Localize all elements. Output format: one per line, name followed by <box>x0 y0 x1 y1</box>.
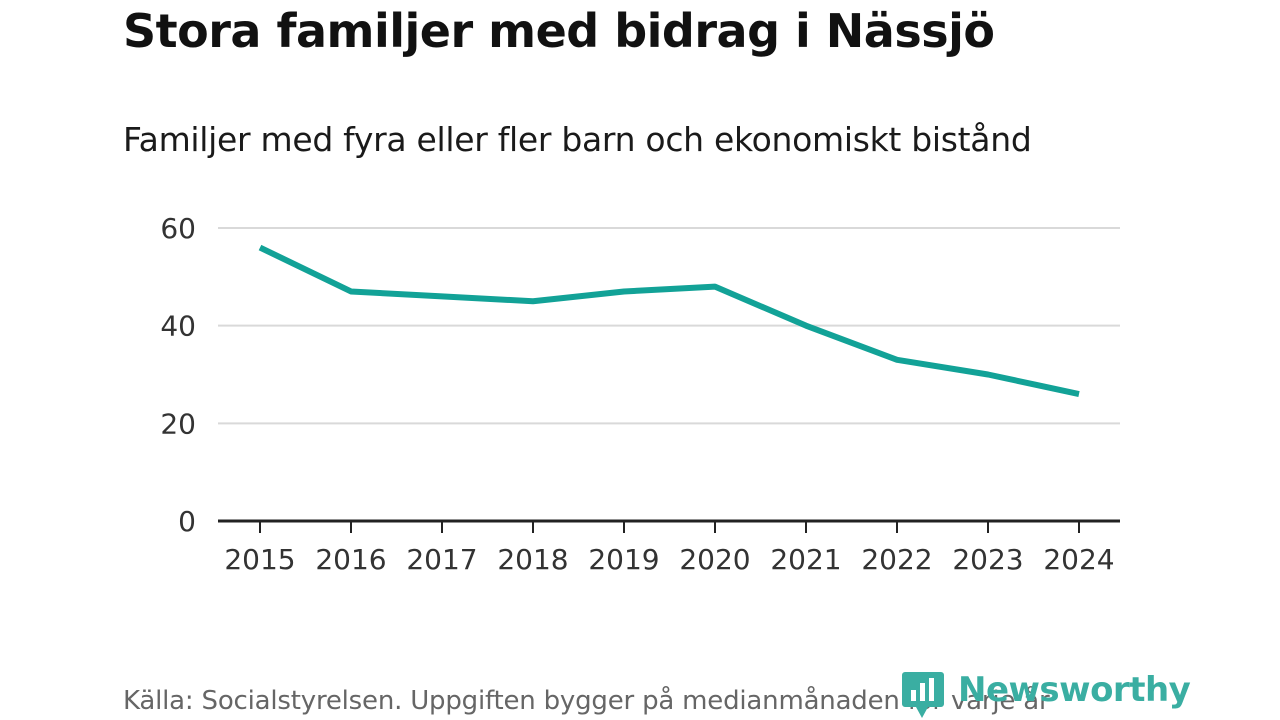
newsworthy-logo-icon <box>902 672 944 718</box>
x-tick-label: 2018 <box>497 543 568 576</box>
x-tick-label: 2015 <box>224 543 295 576</box>
x-tick-label: 2024 <box>1043 543 1114 576</box>
gridlines <box>218 227 1120 425</box>
y-tick-label: 40 <box>160 310 196 343</box>
x-tick-label: 2016 <box>315 543 386 576</box>
series-line <box>258 244 1080 397</box>
chart-title: Stora familjer med bidrag i Nässjö <box>123 4 995 58</box>
x-tick-label: 2019 <box>588 543 659 576</box>
x-tick-label: 2020 <box>679 543 750 576</box>
source-note: Källa: Socialstyrelsen. Uppgiften bygger… <box>123 686 1050 716</box>
brand-logo[interactable]: Newsworthy <box>902 670 1191 720</box>
x-axis: 2015 2016 2017 2018 2019 2020 2021 2022 2023 2024 <box>218 519 1120 576</box>
y-axis-ticks: 0 20 40 60 <box>160 212 196 538</box>
x-tick-label: 2023 <box>952 543 1023 576</box>
chart-subtitle: Familjer med fyra eller fler barn och ek… <box>123 120 1032 159</box>
series-layer <box>258 244 1080 397</box>
brand-name: Newsworthy <box>958 670 1191 710</box>
y-tick-label: 20 <box>160 407 196 440</box>
x-tick-label: 2021 <box>770 543 841 576</box>
y-tick-label: 0 <box>178 505 196 538</box>
x-tick-label: 2022 <box>861 543 932 576</box>
y-tick-label: 60 <box>160 212 196 245</box>
x-tick-label: 2017 <box>406 543 477 576</box>
